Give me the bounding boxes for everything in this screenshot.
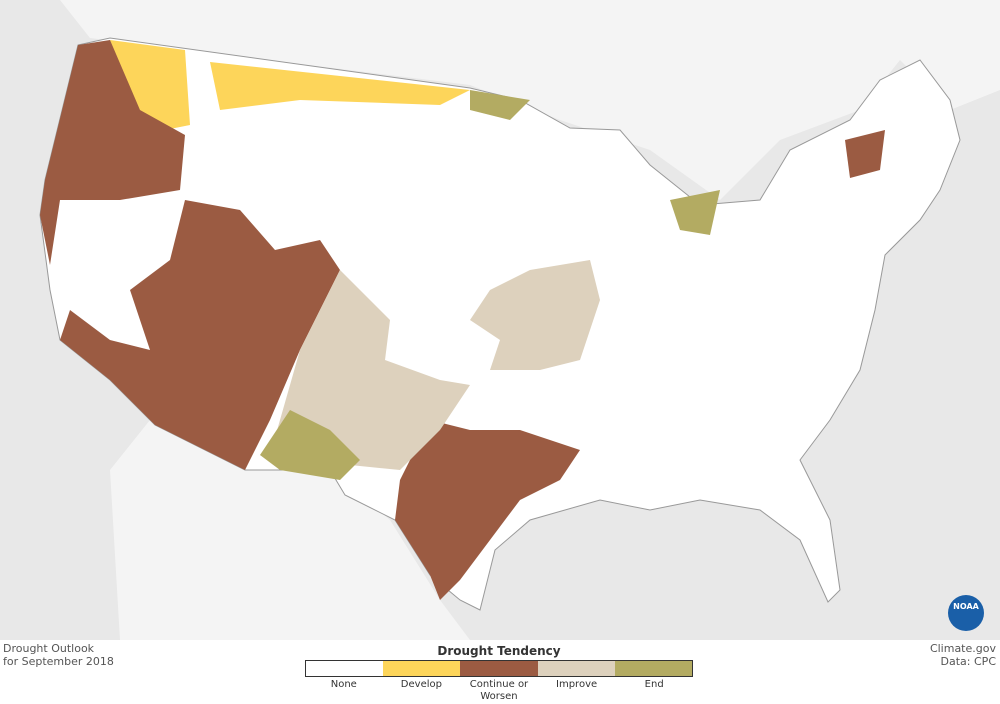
- title: Drought Outlook: [3, 642, 95, 655]
- subtitle: for September 2018: [3, 655, 114, 668]
- legend-label: Improve: [556, 679, 598, 690]
- continue-area: [395, 420, 580, 600]
- legend-label: End: [644, 679, 664, 690]
- legend-bar: [305, 660, 693, 677]
- legend-swatch: [537, 661, 615, 676]
- legend-swatch: [383, 661, 461, 676]
- improve-area: [470, 260, 600, 370]
- develop-area: [210, 62, 470, 110]
- develop-area: [110, 40, 190, 135]
- continue-area: [40, 40, 185, 265]
- caption: Drought Outlook for September 2018: [3, 642, 114, 668]
- legend-swatch: [460, 661, 538, 676]
- end-area: [260, 410, 360, 480]
- improve-area: [270, 270, 470, 470]
- legend-label: Continue or Worsen: [469, 679, 529, 702]
- credit: Climate.gov: [929, 642, 996, 655]
- legend-title: Drought Tendency: [437, 644, 561, 658]
- end-area: [670, 190, 720, 235]
- noaa-logo: [948, 595, 984, 631]
- legend-label: Develop: [400, 679, 442, 690]
- legend-labels: None Develop Continue or Worsen Improve End: [305, 679, 693, 703]
- map: NOAA: [0, 0, 1000, 640]
- continue-area: [845, 130, 885, 178]
- source: Data: CPC: [940, 655, 996, 668]
- legend-label: None: [330, 679, 357, 690]
- legend-swatch: [614, 661, 693, 676]
- credits: Climate.gov Data: CPC: [930, 642, 996, 668]
- end-area: [470, 90, 530, 120]
- continue-area: [60, 200, 340, 470]
- legend-swatch: [306, 661, 384, 676]
- logo-text: NOAA: [953, 602, 979, 611]
- mexico: [110, 420, 470, 640]
